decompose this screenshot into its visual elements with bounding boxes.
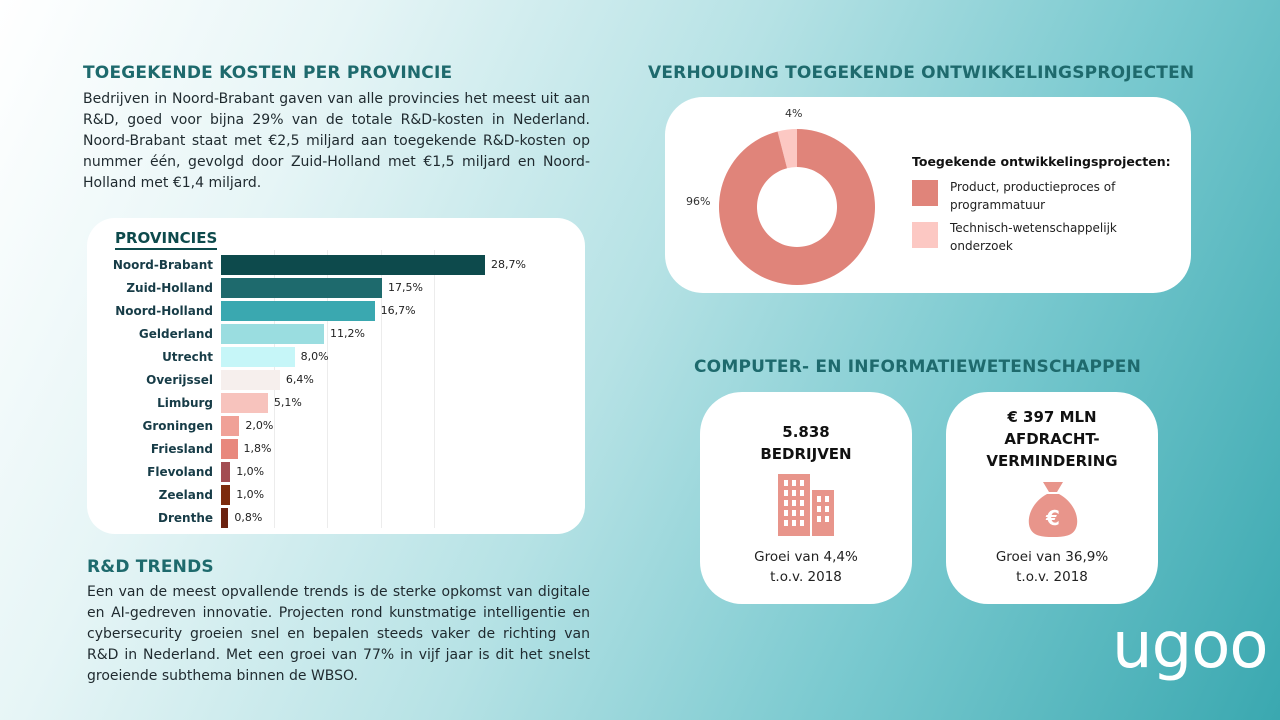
bar-value-label: 28,7% (491, 258, 526, 271)
stat-card-companies: 5.838 BEDRIJVEN Groei van 4,4% t.o.v. 20… (700, 392, 912, 604)
bar-label: Noord-Brabant (112, 258, 213, 272)
bar-value-label: 8,0% (300, 350, 329, 363)
bar (221, 278, 382, 298)
bar (221, 439, 238, 459)
bar-label: Limburg (157, 396, 213, 410)
bar-value-label: 5,1% (273, 396, 302, 409)
reduction-amount: € 397 MLN (1007, 408, 1097, 426)
chart-gridline (327, 250, 328, 528)
trends-paragraph: Een van de meest opvallende trends is de… (87, 584, 590, 684)
ugoo-logo: ugoo (1112, 609, 1268, 683)
money-bag-euro-icon: € (1028, 482, 1078, 537)
donut-slice (777, 129, 797, 169)
bar-label: Gelderland (138, 327, 213, 341)
bar-value-label: 1,0% (236, 465, 265, 478)
reduction-growth-ref: t.o.v. 2018 (1016, 569, 1088, 585)
bar (221, 324, 325, 344)
bar-value-label: 2,0% (245, 419, 274, 432)
companies-count: 5.838 (782, 423, 830, 441)
bar (221, 416, 240, 436)
donut-label-large: 96% (686, 195, 711, 208)
reduction-label-1: AFDRACHT- (1004, 430, 1100, 448)
bar-label: Groningen (142, 419, 213, 433)
bar (221, 301, 375, 321)
bar-value-label: 17,5% (387, 281, 423, 294)
donut-chart (719, 129, 875, 285)
donut-legend-title: Toegekende ontwikkelingsprojecten: (912, 154, 1171, 169)
bar-label: Overijssel (146, 373, 213, 387)
bar-value-label: 1,0% (236, 488, 265, 501)
legend-label-research: Technisch-wetenschappelijk onderzoek (950, 221, 1117, 253)
bar (221, 370, 280, 390)
companies-growth-ref: t.o.v. 2018 (770, 569, 842, 585)
costs-title: TOEGEKENDE KOSTEN PER PROVINCIE (83, 63, 453, 83)
stat-card-reduction: € 397 MLN AFDRACHT- VERMINDERING € Groei… (946, 392, 1158, 604)
legend-label-product: Product, productieproces of programmatuu… (950, 180, 1116, 212)
computer-section-title: COMPUTER- EN INFORMATIEWETENSCHAPPEN (694, 357, 1142, 377)
bar (221, 462, 231, 482)
bar-label: Flevoland (147, 465, 213, 479)
reduction-label-2: VERMINDERING (986, 452, 1118, 470)
provinces-chart-title: PROVINCIES (115, 229, 218, 250)
chart-gridline (434, 250, 435, 528)
bar-value-label: 16,7% (380, 304, 416, 317)
bar (221, 393, 268, 413)
companies-growth: Groei van 4,4% (754, 549, 858, 565)
bar-label: Friesland (150, 442, 213, 456)
bar-label: Noord-Holland (115, 304, 213, 318)
donut-slice (719, 129, 875, 285)
legend-swatch-research (912, 222, 938, 248)
bar (221, 485, 231, 505)
trends-title: R&D TRENDS (87, 557, 214, 577)
costs-paragraph: Bedrijven in Noord-Brabant gaven van all… (83, 91, 590, 191)
bar-value-label: 0,8% (234, 511, 263, 524)
bar-label: Zuid-Holland (126, 281, 213, 295)
legend-swatch-product (912, 180, 938, 206)
bar-label: Drenthe (158, 511, 213, 525)
bar-value-label: 6,4% (285, 373, 314, 386)
svg-text:€: € (1045, 506, 1060, 530)
bar-value-label: 11,2% (330, 327, 365, 340)
donut-label-small: 4% (785, 107, 803, 120)
bar (221, 508, 229, 528)
bar-label: Zeeland (158, 488, 213, 502)
office-building-icon (778, 474, 834, 536)
bar (221, 347, 295, 367)
bar-value-label: 1,8% (243, 442, 272, 455)
bar (221, 255, 485, 275)
reduction-growth: Groei van 36,9% (995, 549, 1109, 565)
companies-label: BEDRIJVEN (760, 445, 852, 463)
donut-section-title: VERHOUDING TOEGEKENDE ONTWIKKELINGSPROJE… (648, 63, 1195, 83)
chart-gridline (381, 250, 382, 528)
bar-label: Utrecht (162, 350, 213, 364)
